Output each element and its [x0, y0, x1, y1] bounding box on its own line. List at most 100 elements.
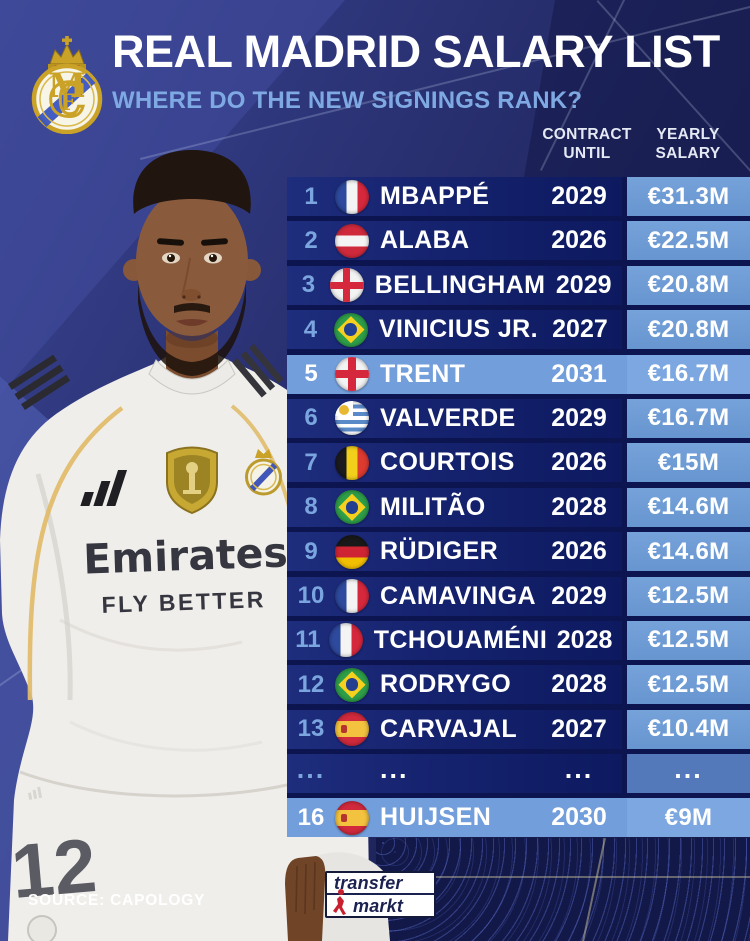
rank-label: 1 — [304, 182, 318, 210]
column-header-contract-line2: UNTIL — [563, 145, 611, 162]
england-flag-icon — [335, 357, 369, 392]
salary-value: €20.8M — [647, 271, 730, 299]
salary-cell: €22.5M — [627, 221, 750, 261]
table-row: 12 RODRYGO 2028 €12.5M — [287, 665, 750, 705]
player-name: VINICIUS JR. — [378, 315, 538, 344]
table-row-main: 5 TRENT 2031 — [287, 354, 622, 394]
salary-value: €12.5M — [647, 670, 730, 698]
player-name: CARVAJAL — [380, 714, 518, 743]
rank-label: 8 — [304, 493, 318, 521]
salary-cell: €20.8M — [627, 310, 750, 350]
spain-flag-icon — [335, 712, 369, 747]
salary-cell: €9M — [627, 798, 750, 838]
salary-cell: €12.5M — [627, 665, 750, 705]
rank-label: 7 — [304, 448, 318, 476]
salary-value: €15M — [657, 448, 720, 476]
table-row: 10 CAMAVINGA 2029 €12.5M — [287, 576, 750, 616]
salary-value: €12.5M — [647, 582, 730, 610]
player-hand — [285, 856, 326, 941]
table-row-main: 12 RODRYGO 2028 — [287, 665, 622, 705]
table-row: 8 MILITÃO 2028 €14.6M — [287, 487, 750, 527]
player-name: MBAPPÉ — [380, 182, 490, 210]
player-name: TCHOUAMÉNI — [373, 625, 548, 654]
contract-year: 2028 — [556, 625, 613, 654]
column-header-contract: CONTRACT UNTIL — [534, 125, 640, 163]
rank-label: ... — [296, 753, 326, 784]
table-row-main: 4 VINICIUS JR. 2027 — [287, 310, 622, 350]
contract-year: ... — [564, 753, 594, 784]
player-name: ... — [380, 753, 409, 784]
austria-flag-icon — [335, 223, 369, 258]
runner-icon — [333, 889, 346, 915]
salary-cell: €10.4M — [627, 709, 750, 749]
contract-year: 2026 — [551, 448, 607, 477]
france-flag-icon — [335, 179, 369, 214]
contract-year: 2029 — [555, 270, 612, 299]
england-flag-icon — [329, 268, 364, 303]
salary-value: €10.4M — [647, 715, 730, 743]
svg-text:M: M — [48, 66, 86, 106]
svg-text:C: C — [49, 73, 86, 127]
salary-value: €20.8M — [647, 315, 730, 343]
contract-year: 2031 — [551, 359, 607, 388]
contract-year: 2029 — [551, 403, 607, 432]
brazil-flag-icon — [335, 667, 369, 702]
table-row: 16 HUIJSEN 2030 €9M — [287, 798, 750, 838]
real-madrid-chest-crest — [245, 449, 282, 496]
contract-year: 2026 — [551, 537, 607, 566]
belgium-flag-icon — [335, 445, 369, 480]
rank-label: 9 — [304, 537, 318, 565]
rank-label: 4 — [303, 315, 318, 343]
table-row-main: 11 TCHOUAMÉNI 2028 — [287, 620, 622, 660]
rank-label: 11 — [295, 626, 321, 654]
club-world-champions-badge — [166, 446, 218, 515]
table-row-main: 13 CARVAJAL 2027 — [287, 709, 622, 749]
salary-cell: €14.6M — [627, 487, 750, 527]
table-row: 5 TRENT 2031 €16.7M — [287, 354, 750, 394]
svg-text:F: F — [60, 90, 76, 116]
player-name: COURTOIS — [380, 448, 515, 477]
rank-label: 3 — [301, 271, 316, 299]
rank-label: 12 — [297, 670, 325, 698]
contract-year: 2028 — [551, 492, 607, 521]
table-row: 6 VALVERDE 2029 €16.7M — [287, 398, 750, 438]
france-flag-icon — [328, 623, 363, 658]
adidas-shoulder-stripes — [232, 344, 284, 398]
table-row: 4 VINICIUS JR. 2027 €20.8M — [287, 310, 750, 350]
uruguay-flag-icon — [335, 401, 369, 436]
salary-value: €22.5M — [647, 226, 730, 254]
player-name: CAMAVINGA — [380, 581, 536, 610]
table-row-main: 8 MILITÃO 2028 — [287, 487, 622, 527]
transfermarkt-word-markt: markt — [353, 895, 404, 916]
contract-year: 2027 — [552, 315, 608, 344]
rank-label: 13 — [297, 715, 325, 743]
stadium-rail-line — [376, 876, 750, 878]
rank-label: 10 — [297, 582, 325, 610]
row-divider — [622, 354, 627, 394]
salary-table: 1 MBAPPÉ 2029 €31.3M 2 ALABA 2026 €22.5M — [287, 177, 750, 838]
rank-label: 6 — [304, 404, 318, 432]
contract-year: 2030 — [551, 803, 607, 832]
player-name: MILITÃO — [380, 492, 486, 521]
spain-flag-icon — [335, 800, 369, 835]
brazil-flag-icon — [333, 312, 368, 347]
source-credit: SOURCE: CAPOLOGY — [28, 892, 206, 909]
salary-value: ... — [674, 753, 703, 784]
table-row-main: 2 ALABA 2026 — [287, 221, 622, 261]
real-madrid-crest: C M F — [31, 36, 103, 134]
salary-cell: €16.7M — [627, 398, 750, 438]
salary-cell: €14.6M — [627, 532, 750, 572]
salary-value: €14.6M — [647, 537, 730, 565]
table-row-main: 9 RÜDIGER 2026 — [287, 532, 622, 572]
column-header-salary-line1: YEARLY — [656, 126, 720, 143]
table-row-main: 16 HUIJSEN 2030 — [287, 798, 622, 838]
table-row-main: 1 MBAPPÉ 2029 — [287, 177, 622, 216]
transfermarkt-logo-bottom: markt — [327, 889, 434, 916]
table-row-main: 7 COURTOIS 2026 — [287, 443, 622, 483]
player-name: RÜDIGER — [380, 537, 499, 566]
contract-year: 2027 — [551, 714, 607, 743]
germany-flag-icon — [335, 534, 369, 569]
column-header-salary: YEARLY SALARY — [640, 125, 736, 163]
player-beard — [138, 282, 246, 376]
player-name: VALVERDE — [380, 403, 516, 432]
